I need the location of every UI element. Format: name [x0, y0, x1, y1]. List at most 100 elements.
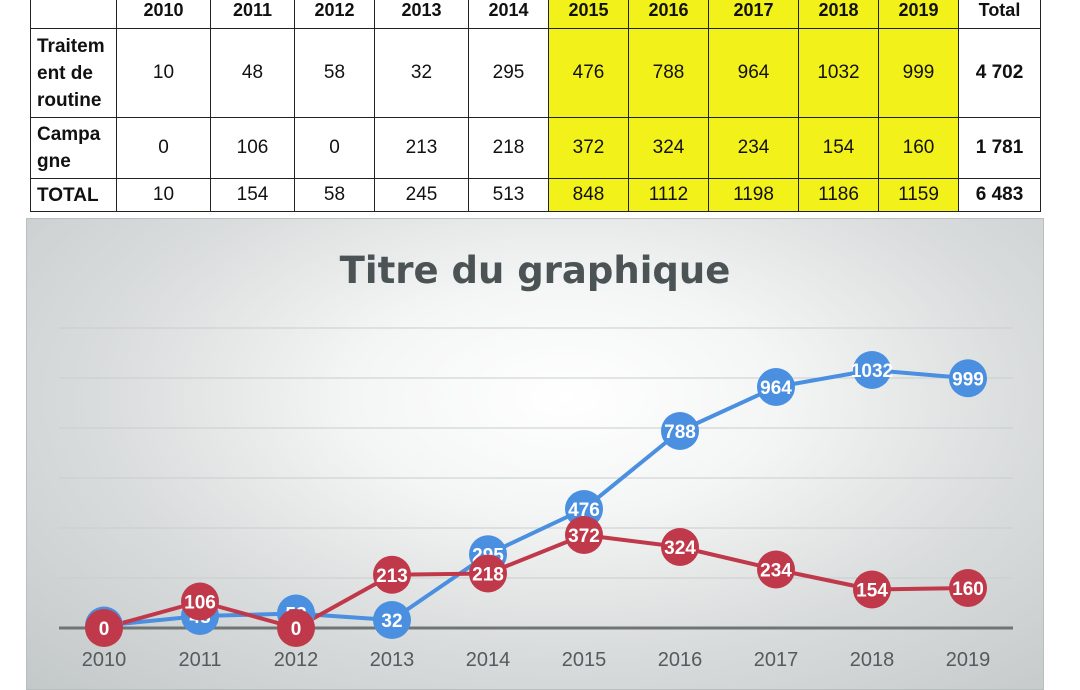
x-tick-label: 2013 [370, 649, 415, 671]
x-tick-label: 2018 [850, 649, 895, 671]
header-cell-2019: 2019 [878, 0, 959, 29]
table-cell-total: 1 781 [958, 117, 1041, 179]
table-cell: 1112 [628, 178, 709, 212]
header-cell-2014: 2014 [468, 0, 549, 29]
data-label: 999 [952, 369, 984, 390]
line-chart: 2010 2011 2012 2013 2014 2015 2016 2017 2018 2019… [59, 327, 1013, 671]
row-label-campagne: Campa gne [30, 117, 117, 179]
x-tick-label: 2012 [274, 649, 319, 671]
table-cell: 48 [210, 28, 295, 118]
table-cell-total: 4 702 [958, 28, 1041, 118]
data-label: 106 [184, 593, 216, 614]
header-cell-corner [30, 0, 117, 29]
x-tick-label: 2019 [946, 649, 991, 671]
data-label: 154 [856, 581, 888, 602]
row-label-total: TOTAL [30, 178, 117, 212]
data-point [949, 569, 987, 607]
table-cell: 154 [798, 117, 879, 179]
data-label: 0 [99, 619, 110, 640]
row-label-line: Traitem [37, 35, 105, 57]
header-cell-2010: 2010 [116, 0, 211, 29]
table-cell: 10 [116, 178, 211, 212]
data-point [661, 528, 699, 566]
header-cell-2018: 2018 [798, 0, 879, 29]
x-tick-label: 2017 [754, 649, 799, 671]
series-line [103, 533, 969, 630]
data-label: 218 [472, 565, 504, 586]
table-row-total: TOTAL 10 154 58 245 513 848 1112 1198 11… [30, 178, 1041, 212]
data-point [853, 351, 891, 389]
data-label: 1032 [851, 361, 893, 382]
table-cell: 1159 [878, 178, 959, 212]
header-cell-total: Total [958, 0, 1041, 29]
data-point [373, 601, 411, 639]
data-point [85, 609, 123, 647]
table-cell: 476 [548, 28, 629, 118]
data-label: 0 [291, 619, 302, 640]
table-cell: 234 [708, 117, 799, 179]
table-cell-total: 6 483 [958, 178, 1041, 212]
row-label-line: routine [37, 89, 102, 111]
data-point [853, 570, 891, 609]
data-point [757, 368, 795, 406]
data-point [565, 490, 603, 528]
header-cell-2017: 2017 [708, 0, 799, 29]
table-cell: 1032 [798, 28, 879, 118]
table-cell: 245 [374, 178, 469, 212]
data-label: 372 [568, 526, 600, 547]
table-cell: 372 [548, 117, 629, 179]
row-label-routine: Traitem ent de routine [30, 28, 117, 118]
x-tick-label: 2014 [466, 649, 511, 671]
data-point [565, 516, 603, 554]
header-cell-2011: 2011 [210, 0, 295, 29]
table-row-routine: Traitem ent de routine 10 48 58 32 295 4… [30, 28, 1041, 118]
row-label-line: ent de [37, 62, 93, 84]
x-tick-label: 2015 [562, 649, 607, 671]
table-cell: 58 [294, 178, 375, 212]
table-cell: 848 [548, 178, 629, 212]
table-cell: 154 [210, 178, 295, 212]
table-cell: 0 [294, 117, 375, 179]
data-label: 160 [952, 579, 984, 600]
chart-title: Titre du graphique [339, 249, 731, 292]
header-cell-2015: 2015 [548, 0, 629, 29]
table-cell: 106 [210, 117, 295, 179]
data-point [469, 554, 507, 593]
header-cell-2012: 2012 [294, 0, 375, 29]
table-cell: 1198 [708, 178, 799, 212]
table-cell: 513 [468, 178, 549, 212]
data-label: 32 [381, 611, 402, 632]
table-cell: 788 [628, 28, 709, 118]
data-table: 2010 2011 2012 2013 2014 2015 2016 2017 … [30, 0, 1041, 212]
table-cell: 213 [374, 117, 469, 179]
data-point [373, 555, 411, 594]
data-label: 324 [664, 538, 696, 559]
table-cell: 32 [374, 28, 469, 118]
table-cell: 218 [468, 117, 549, 179]
table-cell: 295 [468, 28, 549, 118]
row-label-line: Campa [37, 124, 101, 145]
table-cell: 324 [628, 117, 709, 179]
data-label: 476 [568, 500, 600, 521]
header-cell-2013: 2013 [374, 0, 469, 29]
data-point [661, 412, 699, 450]
table-row-campagne: Campa gne 0 106 0 213 218 372 324 234 15… [30, 117, 1041, 179]
table-cell: 0 [116, 117, 211, 179]
data-label: 964 [760, 378, 792, 399]
data-point [181, 582, 219, 621]
table-cell: 58 [294, 28, 375, 118]
data-label: 213 [376, 566, 408, 587]
header-cell-2016: 2016 [628, 0, 709, 29]
data-label: 788 [664, 422, 696, 443]
row-label-line: gne [37, 151, 71, 172]
x-tick-label: 2010 [82, 649, 127, 671]
table-cell: 160 [878, 117, 959, 179]
data-point [949, 359, 987, 398]
table-cell: 1186 [798, 178, 879, 212]
x-tick-label: 2011 [178, 649, 221, 671]
data-point [757, 550, 795, 589]
data-label: 234 [760, 561, 792, 582]
data-point [277, 609, 315, 647]
table-cell: 964 [708, 28, 799, 118]
series-line [103, 368, 969, 628]
